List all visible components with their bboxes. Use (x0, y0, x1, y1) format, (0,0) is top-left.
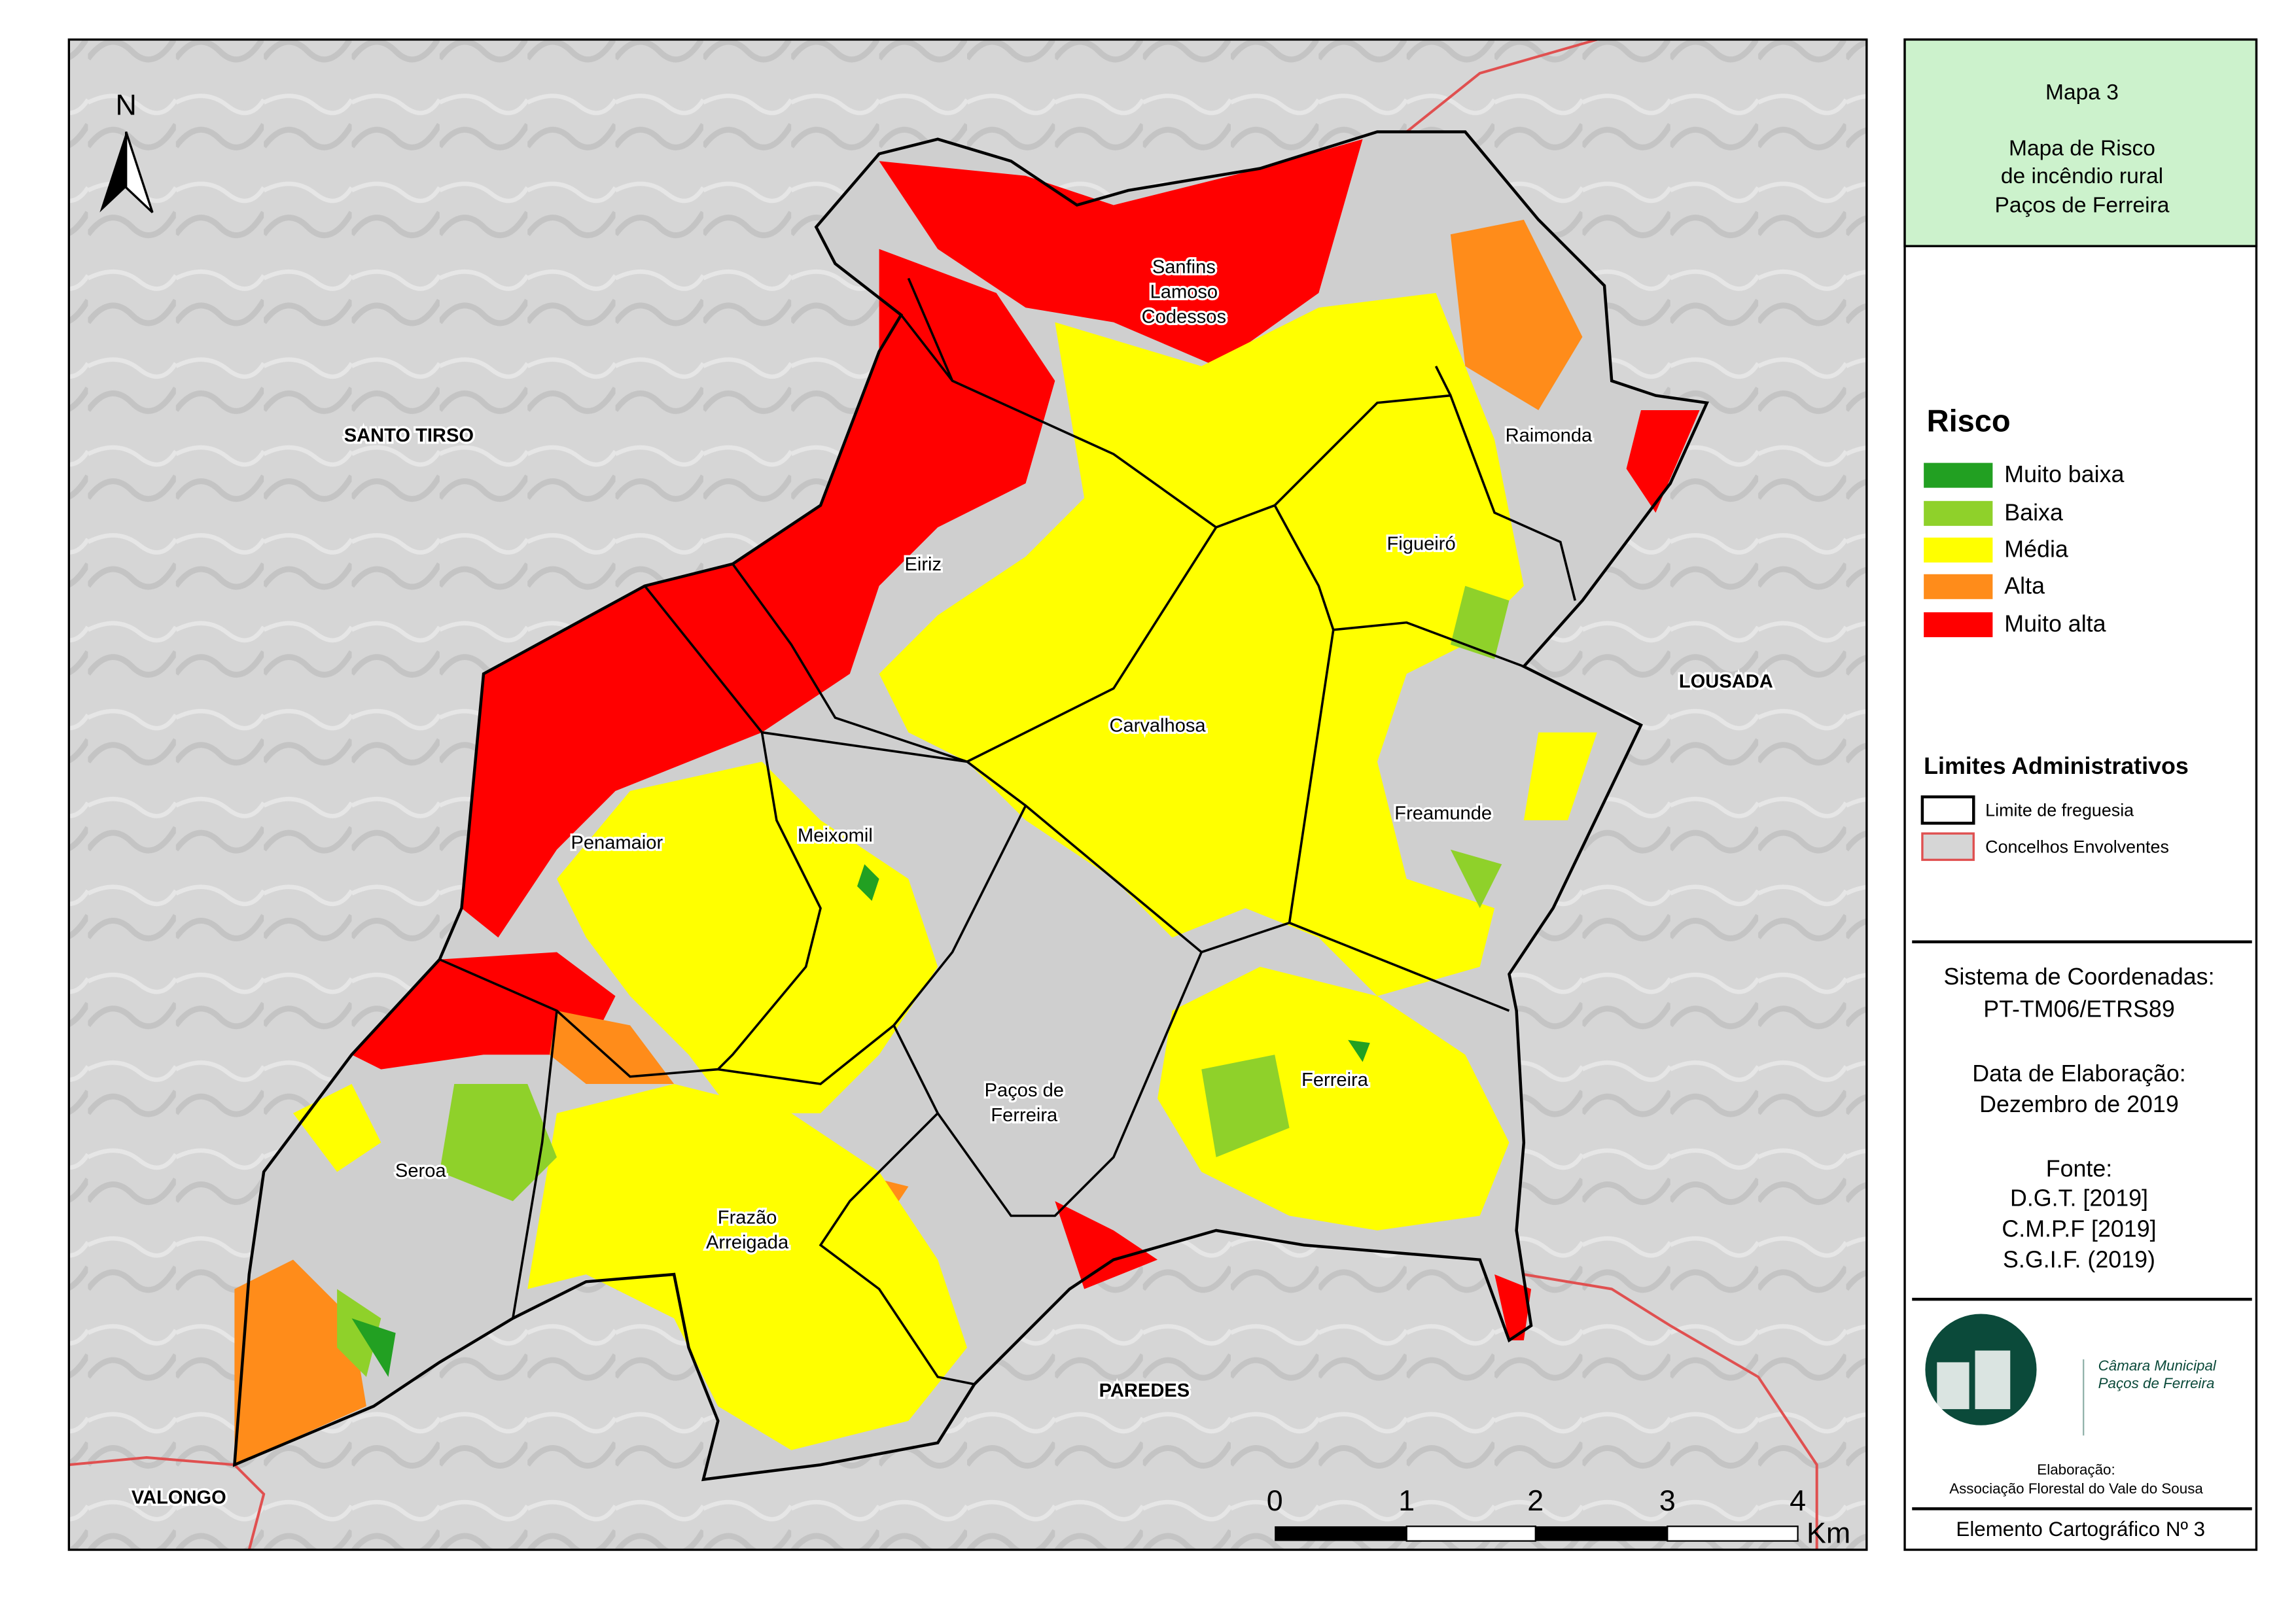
logo: Câmara Municipal Paços de Ferreira (1925, 1314, 2217, 1436)
scale-unit: Km (1807, 1516, 1850, 1549)
map-border (67, 38, 1868, 1551)
legend-item: Média (2004, 536, 2068, 562)
legend-title: Limites Administrativos (1924, 753, 2189, 779)
parish-label: Seroa (395, 1161, 446, 1181)
legend-item: Baixa (2004, 499, 2063, 525)
scale-label: 3 (1659, 1484, 1676, 1517)
parish-label: Eiriz (904, 554, 942, 575)
risk-classes (234, 139, 1700, 1465)
legend-item: Limite de freguesia (1985, 801, 2134, 820)
parish-label: Figueiró (1387, 534, 1456, 555)
scale-label: 4 (1790, 1484, 1806, 1517)
municipality (232, 130, 1710, 1482)
info-text: Data de Elaboração: (1972, 1060, 2186, 1087)
scale-label: 1 (1398, 1484, 1415, 1517)
parish-label: Sanfins (1152, 256, 1216, 277)
neighbour-label: LOUSADA (1679, 671, 1773, 692)
parish-label: Ferreira (991, 1105, 1058, 1126)
parish-labels: Sanfins Lamoso Codessos Raimonda Eiriz Figuei… (393, 254, 1595, 1255)
info-text: Dezembro de 2019 (1979, 1091, 2179, 1117)
info-text: Sistema de Coordenadas: (1943, 964, 2214, 990)
parish-label: Penamaior (571, 832, 663, 853)
info-text: PT-TM06/ETRS89 (1983, 996, 2175, 1022)
parish-label: Arreigada (706, 1232, 789, 1253)
municipal-boundary (69, 39, 1818, 1550)
info-text: Fonte: (2046, 1156, 2113, 1182)
parish-label: Codessos (1142, 307, 1226, 328)
neighbour-label: SANTO TIRSO (344, 425, 474, 446)
credit-author: Associação Florestal do Vale do Sousa (1949, 1480, 2203, 1497)
parish-label: Frazão (718, 1208, 777, 1229)
north-label: N (116, 88, 137, 121)
info-text: D.G.T. [2019] (2010, 1185, 2148, 1211)
parish-label: Freamunde (1394, 803, 1492, 824)
panel-title: de incêndio rural (2001, 164, 2163, 188)
panel-title: Mapa 3 (2045, 80, 2119, 105)
legend-item: Concelhos Envolventes (1985, 837, 2169, 857)
parish-boundary (439, 277, 1576, 1386)
parish-label: Lamoso (1150, 282, 1218, 303)
parish-label: Paços de (985, 1080, 1064, 1101)
parish-label: Raimonda (1506, 425, 1593, 446)
parish-label: Carvalhosa (1109, 715, 1206, 736)
scale-label: 2 (1527, 1484, 1544, 1517)
parish-label: Meixomil (798, 825, 873, 846)
neighbour-label: PAREDES (1099, 1380, 1190, 1401)
scale-label: 0 (1267, 1484, 1283, 1517)
credit-label: Elaboração: (2037, 1461, 2115, 1478)
info-text: S.G.I.F. (2019) (2003, 1246, 2155, 1272)
legend-item: Muito alta (2004, 611, 2106, 637)
element-number: Elemento Cartográfico Nº 3 (1956, 1518, 2205, 1541)
parish-label: Ferreira (1301, 1070, 1369, 1091)
logo-text: Paços de Ferreira (2098, 1375, 2215, 1391)
neighbour-label: VALONGO (132, 1487, 226, 1508)
map-frame: SANTO TIRSO LOUSADA PAREDES VALONGO Sanf… (69, 39, 1867, 1550)
info-text: C.M.P.F [2019] (2002, 1215, 2156, 1242)
panel-title: Mapa de Risco (2009, 136, 2155, 160)
logo-text: Câmara Municipal (2098, 1357, 2217, 1374)
side-panel: Mapa 3 Mapa de Risco de incêndio rural P… (1903, 38, 2258, 1551)
legend-title: Risco (1927, 404, 2011, 438)
legend-item: Alta (2004, 572, 2045, 599)
panel-title: Paços de Ferreira (1995, 194, 2170, 218)
legend-item: Muito baixa (2004, 461, 2124, 487)
scale-bar: 0 1 2 3 4 Km (1267, 1484, 1850, 1549)
